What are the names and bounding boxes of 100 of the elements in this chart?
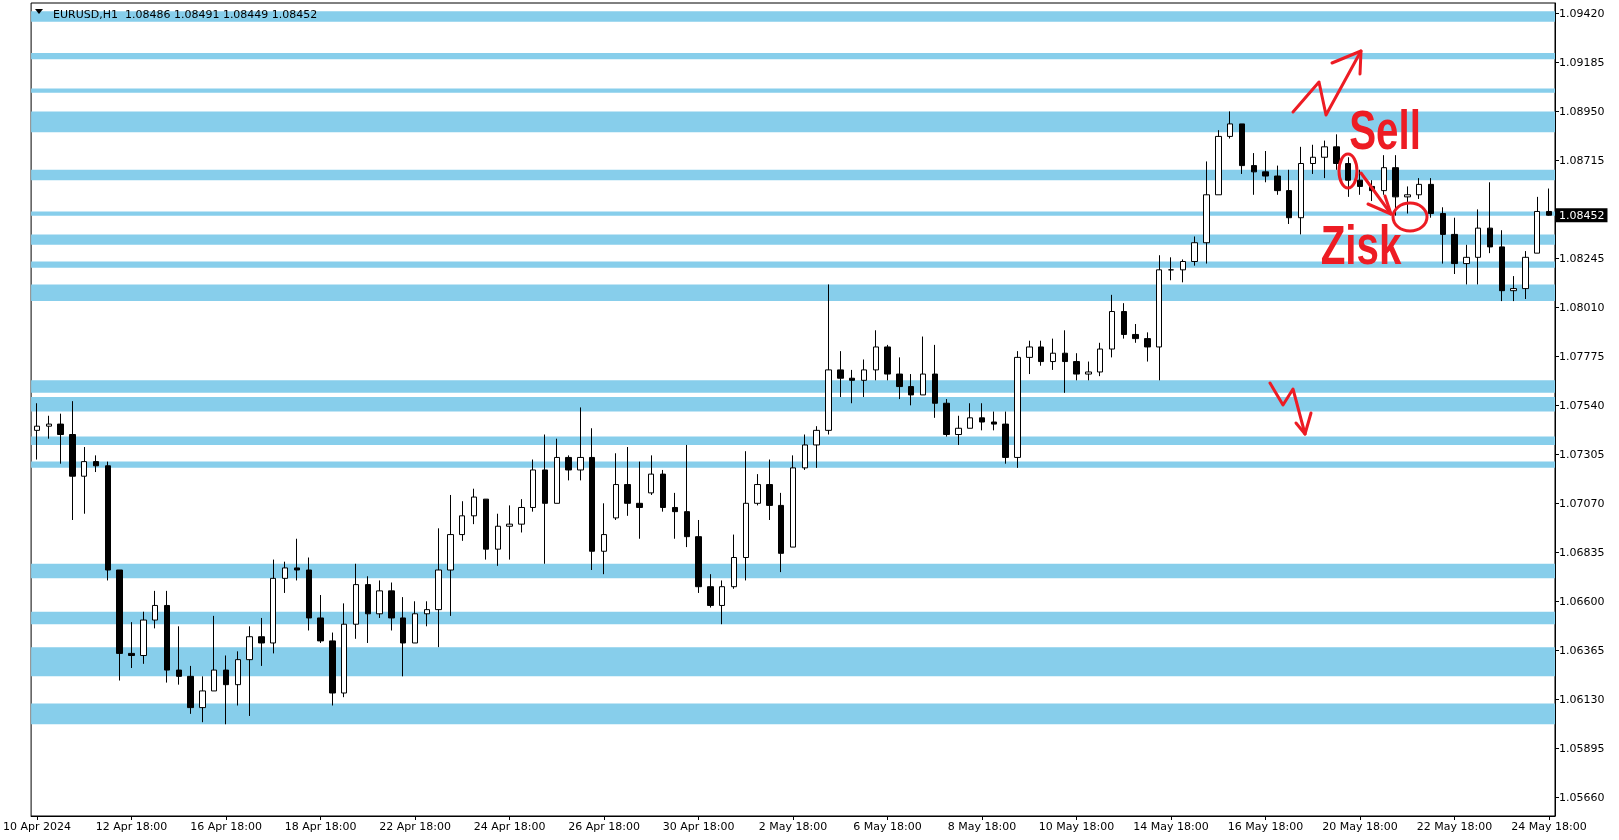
x-tick-label: 22 May 18:00 xyxy=(1416,820,1493,833)
candlestick xyxy=(1251,152,1257,196)
x-tick-label: 16 Apr 18:00 xyxy=(190,820,262,833)
candlestick xyxy=(459,500,465,542)
candlestick xyxy=(69,400,76,521)
candlestick xyxy=(695,519,702,594)
candlestick xyxy=(813,425,820,469)
candlestick xyxy=(435,527,442,648)
x-tick-label: 2 May 18:00 xyxy=(758,820,828,833)
candlestick xyxy=(1546,188,1552,217)
candlestick xyxy=(1286,169,1292,225)
candlestick xyxy=(1345,156,1351,198)
candlestick xyxy=(1191,235,1198,267)
candlestick xyxy=(471,488,477,525)
candlestick xyxy=(731,534,737,590)
candlestick xyxy=(825,283,832,436)
candlestick xyxy=(672,492,678,540)
candlestick xyxy=(530,459,536,513)
candlestick xyxy=(1274,165,1281,196)
candlestick xyxy=(589,427,595,571)
candlestick xyxy=(790,454,796,548)
candlestick xyxy=(849,369,855,404)
candlestick xyxy=(1109,294,1115,358)
x-tick-label: 12 Apr 18:00 xyxy=(95,820,168,833)
x-tick-label: 26 Apr 18:00 xyxy=(568,820,640,833)
candlestick xyxy=(1440,206,1446,265)
candlestick xyxy=(1203,160,1210,265)
candlestick xyxy=(176,625,182,686)
x-tick-label: 30 Apr 18:00 xyxy=(662,820,735,833)
candlestick xyxy=(1121,302,1127,340)
candlestick xyxy=(365,575,371,644)
candlestick xyxy=(1180,258,1186,283)
candlestick xyxy=(1215,129,1222,196)
candlestick xyxy=(648,454,654,496)
candlestick xyxy=(1487,181,1493,254)
candlestick xyxy=(140,611,147,665)
candlestick xyxy=(613,452,619,521)
candlestick xyxy=(542,434,548,565)
x-tick-label: 18 Apr 18:00 xyxy=(284,820,357,833)
candlestick xyxy=(577,406,584,481)
candlestick xyxy=(376,579,383,619)
candlestick xyxy=(979,402,985,431)
candlestick xyxy=(187,665,194,715)
candlestick xyxy=(802,434,808,471)
candlestick xyxy=(270,559,276,654)
candlestick xyxy=(837,350,844,398)
y-tick-label: 1.05660 xyxy=(1559,790,1605,804)
candlestick xyxy=(1416,177,1422,200)
x-tick-label: 24 Apr 18:00 xyxy=(473,820,546,833)
y-tick-label: 1.09185 xyxy=(1559,55,1605,69)
candlestick xyxy=(1310,144,1316,175)
candlestick xyxy=(447,494,454,617)
candlestick xyxy=(1262,150,1269,183)
annotation: Zisk xyxy=(1320,213,1403,275)
candlestick xyxy=(1038,340,1044,367)
candlestick xyxy=(506,504,513,561)
y-tick-label: 1.06130 xyxy=(1559,692,1605,706)
x-tick-label: 10 Apr 2024 xyxy=(2,820,72,833)
candlestick xyxy=(1510,275,1517,302)
y-tick-label: 1.06365 xyxy=(1559,643,1605,657)
y-tick-label: 1.06600 xyxy=(1559,594,1605,608)
candlestick xyxy=(258,617,265,667)
candlestick xyxy=(1333,133,1340,171)
candlestick xyxy=(565,454,572,481)
candlestick xyxy=(294,538,300,581)
y-tick-label: 1.07775 xyxy=(1559,349,1605,363)
candlestick xyxy=(306,557,312,631)
candlestick xyxy=(34,402,40,461)
candlestick xyxy=(1392,154,1399,217)
x-tick-label: 10 May 18:00 xyxy=(1038,820,1115,833)
candlestick xyxy=(943,398,950,438)
y-tick-label: 1.08950 xyxy=(1559,104,1605,118)
candlestick xyxy=(1357,169,1363,196)
annotation: 1.08452 xyxy=(1559,208,1605,222)
candlestick xyxy=(400,596,406,677)
candlestick xyxy=(57,413,64,465)
candlestick xyxy=(1144,331,1151,363)
candlestick xyxy=(754,473,761,506)
x-tick-label: 24 May 18:00 xyxy=(1511,820,1587,833)
candlestick xyxy=(1085,361,1092,381)
candlestick xyxy=(1404,185,1411,215)
candlestick xyxy=(1298,146,1304,235)
candlestick xyxy=(81,446,87,515)
candlestick xyxy=(884,344,891,381)
candlestick xyxy=(495,513,501,567)
candlestick xyxy=(861,358,867,398)
candlestick xyxy=(967,402,973,429)
candlestick xyxy=(353,563,359,640)
candlestick xyxy=(46,415,52,440)
candlestick xyxy=(766,459,773,521)
candlestick xyxy=(483,498,489,561)
candlestick xyxy=(624,446,631,517)
candlestick xyxy=(116,569,123,681)
candlestick xyxy=(1156,254,1162,381)
candlestick xyxy=(164,590,170,684)
candlestick xyxy=(743,450,749,581)
candlestick xyxy=(128,621,135,669)
candlestick xyxy=(684,444,690,548)
candlestick xyxy=(896,356,903,400)
y-tick-label: 1.08715 xyxy=(1559,153,1605,167)
